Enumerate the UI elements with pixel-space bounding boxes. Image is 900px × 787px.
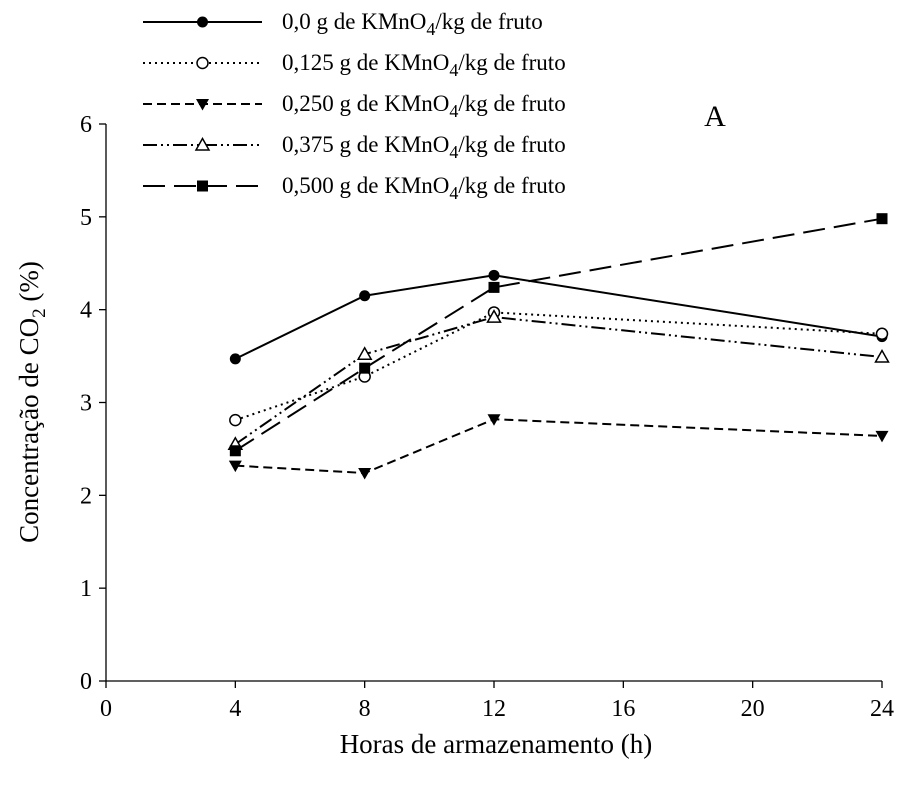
legend-label: 0,125 g de KMnO4/kg de fruto bbox=[282, 50, 566, 80]
legend-label-main: 0,500 g de KMnO bbox=[282, 173, 449, 198]
legend-label-sub: 4 bbox=[449, 183, 458, 203]
x-tick-label: 16 bbox=[611, 696, 635, 722]
data-point bbox=[874, 348, 890, 363]
series-line bbox=[234, 274, 883, 360]
data-point bbox=[486, 309, 502, 323]
series-2 bbox=[228, 414, 889, 480]
legend-label-main: 0,250 g de KMnO bbox=[282, 91, 449, 116]
data-point bbox=[359, 362, 371, 374]
legend-item: 0,375 g de KMnO4/kg de fruto bbox=[143, 132, 566, 162]
legend-label-suffix: /kg de fruto bbox=[458, 91, 565, 116]
series-line bbox=[234, 316, 883, 446]
series-line bbox=[235, 418, 883, 475]
legend-label-suffix: /kg de fruto bbox=[458, 132, 565, 157]
data-point bbox=[356, 346, 373, 360]
x-tick-label: 12 bbox=[482, 696, 506, 722]
legend-label: 0,500 g de KMnO4/kg de fruto bbox=[282, 173, 566, 203]
data-point bbox=[487, 414, 501, 426]
legend-label-main: 0,0 g de KMnO bbox=[282, 9, 426, 34]
y-tick-label: 5 bbox=[80, 205, 92, 231]
x-tick-label: 20 bbox=[741, 696, 765, 722]
x-tick-label: 24 bbox=[870, 696, 894, 722]
legend-marker bbox=[196, 99, 209, 111]
y-tick-label: 0 bbox=[80, 669, 92, 695]
data-point bbox=[229, 353, 241, 365]
legend-item: 0,125 g de KMnO4/kg de fruto bbox=[143, 50, 566, 80]
y-axis-title: Concentração de CO2 (%) bbox=[14, 261, 50, 543]
series-0 bbox=[229, 269, 888, 365]
legend-label-main: 0,125 g de KMnO bbox=[282, 50, 449, 75]
y-tick-label: 6 bbox=[80, 112, 92, 138]
series-line bbox=[234, 217, 883, 452]
legend-label-sub: 4 bbox=[449, 142, 458, 162]
y-axis-title-sub: 2 bbox=[29, 308, 50, 318]
panel-label: A bbox=[704, 100, 726, 133]
legend-label-main: 0,375 g de KMnO bbox=[282, 132, 449, 157]
legend-label-sub: 4 bbox=[426, 19, 435, 39]
data-point bbox=[488, 269, 500, 281]
legend-label-suffix: /kg de fruto bbox=[458, 50, 565, 75]
y-axis-title-unit: (%) bbox=[14, 261, 44, 308]
series-layer bbox=[227, 213, 890, 480]
y-axis-title-main: Concentração de CO bbox=[14, 318, 44, 543]
legend-label-sub: 4 bbox=[449, 101, 458, 121]
y-tick-label: 2 bbox=[80, 483, 92, 509]
series-1 bbox=[229, 306, 889, 427]
data-point bbox=[875, 327, 889, 341]
legend-item: 0,0 g de KMnO4/kg de fruto bbox=[143, 9, 543, 39]
y-tick-label: 4 bbox=[80, 298, 92, 324]
data-point bbox=[876, 213, 888, 225]
legend-marker bbox=[197, 180, 208, 192]
y-tick-label: 3 bbox=[80, 391, 92, 417]
data-point bbox=[875, 430, 889, 443]
data-point bbox=[229, 413, 242, 427]
legend-marker bbox=[194, 136, 211, 151]
legend-label-sub: 4 bbox=[449, 60, 458, 80]
data-point bbox=[229, 445, 241, 457]
data-point bbox=[228, 460, 242, 473]
legend-label-suffix: /kg de fruto bbox=[435, 9, 542, 34]
legend-item: 0,500 g de KMnO4/kg de fruto bbox=[143, 173, 566, 203]
series-line bbox=[235, 311, 883, 422]
data-point bbox=[358, 468, 372, 480]
legend-item: 0,250 g de KMnO4/kg de fruto bbox=[143, 91, 566, 121]
legend-marker bbox=[196, 56, 209, 70]
data-point bbox=[359, 290, 371, 302]
x-axis-title: Horas de armazenamento (h) bbox=[340, 729, 653, 759]
legend-label-suffix: /kg de fruto bbox=[458, 173, 565, 198]
x-tick-label: 4 bbox=[229, 696, 241, 722]
x-tick-label: 0 bbox=[100, 696, 112, 722]
x-tick-label: 8 bbox=[359, 696, 371, 722]
series-3 bbox=[227, 309, 890, 451]
legend-marker bbox=[197, 16, 208, 28]
legend-label: 0,375 g de KMnO4/kg de fruto bbox=[282, 132, 566, 162]
series-4 bbox=[229, 213, 888, 457]
data-point bbox=[488, 281, 500, 293]
y-tick-label: 1 bbox=[80, 576, 92, 602]
legend-label: 0,250 g de KMnO4/kg de fruto bbox=[282, 91, 566, 121]
legend-label: 0,0 g de KMnO4/kg de fruto bbox=[282, 9, 543, 39]
